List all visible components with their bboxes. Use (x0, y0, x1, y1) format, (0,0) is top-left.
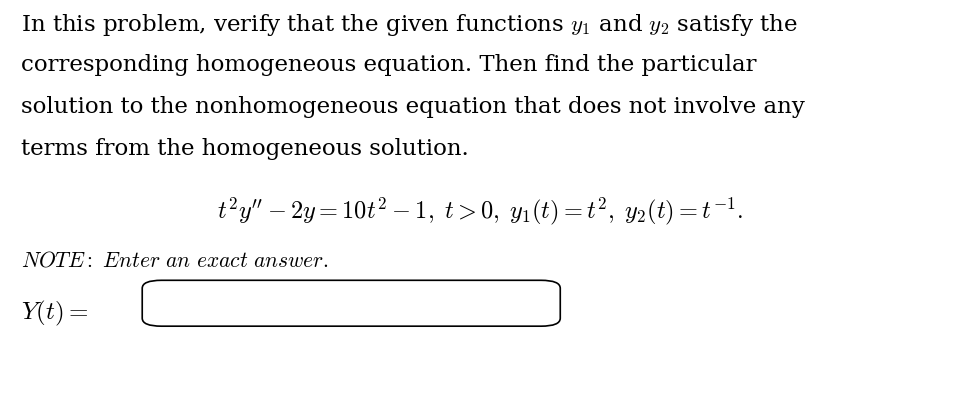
Text: $Y(t) =$: $Y(t) =$ (21, 299, 88, 328)
FancyBboxPatch shape (142, 280, 560, 326)
Text: In this problem, verify that the given functions $y_1$ and $y_2$ satisfy the: In this problem, verify that the given f… (21, 12, 798, 38)
Text: corresponding homogeneous equation. Then find the particular: corresponding homogeneous equation. Then… (21, 54, 756, 76)
Text: terms from the homogeneous solution.: terms from the homogeneous solution. (21, 138, 469, 160)
Text: solution to the nonhomogeneous equation that does not involve any: solution to the nonhomogeneous equation … (21, 96, 805, 118)
Text: $\mathit{NOTE{:}\ Enter\ an\ exact\ answer.}$: $\mathit{NOTE{:}\ Enter\ an\ exact\ answ… (21, 249, 329, 271)
Text: $t^2y'' - 2y = 10t^2 - 1, \; t > 0, \; y_1(t) = t^2, \; y_2(t) = t^{-1}.$: $t^2y'' - 2y = 10t^2 - 1, \; t > 0, \; y… (217, 196, 744, 227)
